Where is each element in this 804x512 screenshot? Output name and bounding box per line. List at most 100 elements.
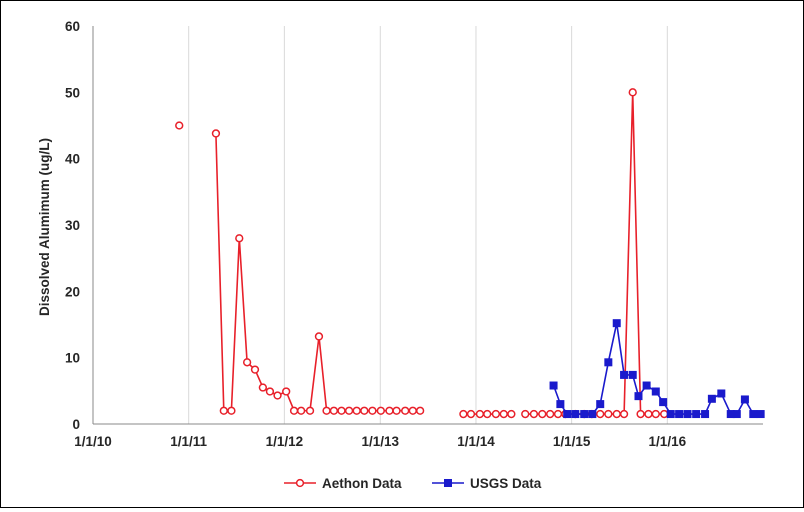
- legend-item-aethon-data: Aethon Data: [284, 476, 402, 491]
- y-tick-label-5: 50: [65, 85, 80, 100]
- y-tick-label-4: 40: [65, 152, 80, 167]
- data-point-aethon-data-31: [483, 409, 492, 419]
- data-point-aethon-data-10: [282, 387, 291, 396]
- x-tick-label-5: 1/1/15: [553, 434, 591, 449]
- data-point-aethon-data-18: [344, 406, 354, 415]
- data-point-aethon-data-8: [265, 387, 275, 396]
- data-point-aethon-data-17: [337, 406, 346, 415]
- x-tick-label-6: 1/1/16: [649, 434, 687, 449]
- data-point-usgs-data-21: [717, 389, 726, 398]
- data-point-usgs-data-26: [756, 410, 765, 419]
- data-point-usgs-data-15: [666, 410, 675, 419]
- data-point-aethon-data-37: [538, 409, 547, 419]
- series-line-usgs-data-0: [552, 322, 761, 415]
- data-point-usgs-data-17: [683, 410, 692, 419]
- data-point-aethon-data-47: [619, 409, 629, 419]
- data-point-aethon-data-19: [352, 406, 361, 415]
- data-point-usgs-data-24: [740, 395, 749, 404]
- x-tick-label-1: 1/1/11: [170, 434, 207, 449]
- series-layer: [175, 88, 765, 419]
- legend-swatch-marker-usgs-data: [443, 478, 452, 487]
- data-point-aethon-data-25: [401, 406, 410, 415]
- data-point-aethon-data-34: [507, 409, 516, 419]
- data-point-aethon-data-20: [360, 406, 369, 415]
- data-point-aethon-data-4: [235, 234, 244, 243]
- series-line-aethon-data-1: [215, 133, 421, 412]
- data-point-usgs-data-13: [651, 387, 660, 396]
- y-tick-label-2: 20: [65, 284, 80, 299]
- data-point-usgs-data-0: [549, 381, 558, 390]
- data-point-aethon-data-39: [553, 409, 563, 419]
- legend-item-usgs-data: USGS Data: [432, 476, 542, 491]
- y-tick-label-0: 0: [72, 417, 80, 432]
- legend-label-aethon-data: Aethon Data: [322, 476, 402, 491]
- data-point-aethon-data-13: [305, 406, 315, 415]
- data-point-aethon-data-22: [376, 406, 385, 415]
- legend-label-usgs-data: USGS Data: [470, 476, 542, 491]
- data-point-aethon-data-21: [368, 406, 377, 415]
- x-tick-labels: 1/1/10 1/1/11 1/1/12 1/1/13 1/1/14 1/1/15 1/1/…: [74, 434, 686, 449]
- series-line-aethon-data-3: [525, 91, 665, 415]
- data-point-usgs-data-2: [563, 410, 572, 419]
- data-point-aethon-data-35: [521, 409, 530, 419]
- data-point-aethon-data-15: [322, 406, 331, 415]
- data-point-aethon-data-5: [242, 358, 252, 367]
- data-point-usgs-data-18: [692, 410, 701, 419]
- y-tick-label-1: 10: [65, 351, 80, 366]
- data-point-usgs-data-23: [732, 410, 741, 419]
- data-point-aethon-data-3: [227, 406, 236, 415]
- y-tick-label-6: 60: [65, 19, 80, 34]
- axes: [92, 26, 763, 425]
- data-point-usgs-data-6: [596, 400, 605, 409]
- data-point-aethon-data-48: [628, 88, 637, 97]
- data-point-aethon-data-51: [651, 409, 660, 419]
- data-point-aethon-data-16: [329, 406, 339, 415]
- data-point-aethon-data-32: [491, 409, 501, 419]
- data-point-aethon-data-52: [660, 409, 669, 419]
- data-point-aethon-data-26: [408, 406, 417, 415]
- data-point-aethon-data-46: [612, 409, 621, 419]
- data-point-aethon-data-36: [529, 409, 539, 419]
- gridlines: [188, 26, 668, 424]
- data-point-aethon-data-1: [211, 129, 221, 138]
- data-point-aethon-data-38: [546, 409, 555, 419]
- data-point-aethon-data-28: [459, 409, 468, 419]
- data-point-aethon-data-24: [392, 406, 401, 415]
- data-point-usgs-data-5: [588, 410, 597, 419]
- data-point-aethon-data-30: [475, 409, 485, 419]
- legend-swatch-marker-aethon-data: [295, 478, 305, 488]
- data-point-aethon-data-50: [644, 409, 653, 419]
- data-point-aethon-data-14: [314, 332, 324, 341]
- data-point-usgs-data-20: [707, 394, 716, 403]
- data-point-aethon-data-23: [385, 406, 394, 415]
- series-usgs-data: [549, 319, 765, 419]
- x-tick-label-4: 1/1/14: [457, 434, 495, 449]
- data-point-usgs-data-3: [571, 410, 580, 419]
- data-point-usgs-data-8: [612, 319, 621, 328]
- x-tick-label-3: 1/1/13: [362, 434, 400, 449]
- data-point-aethon-data-44: [596, 409, 605, 419]
- data-point-usgs-data-14: [659, 398, 668, 407]
- legend: Aethon Data USGS Data: [284, 476, 542, 491]
- data-point-usgs-data-16: [675, 410, 684, 419]
- y-tick-labels: 0 10 20 30 40 50 60: [65, 19, 80, 432]
- data-point-usgs-data-12: [642, 381, 651, 390]
- data-point-aethon-data-11: [289, 406, 299, 415]
- data-point-usgs-data-7: [604, 358, 613, 367]
- data-point-aethon-data-0: [175, 121, 184, 130]
- x-tick-label-2: 1/1/12: [266, 434, 304, 449]
- data-point-aethon-data-7: [258, 383, 268, 392]
- x-tick-label-0: 1/1/10: [74, 434, 112, 449]
- data-point-usgs-data-25: [749, 410, 758, 419]
- data-point-usgs-data-19: [701, 410, 710, 419]
- data-point-aethon-data-49: [636, 409, 645, 419]
- y-tick-label-3: 30: [65, 218, 80, 233]
- data-point-aethon-data-12: [296, 406, 306, 415]
- data-point-aethon-data-9: [273, 391, 282, 400]
- data-point-usgs-data-9: [620, 370, 629, 379]
- y-axis-label: Dissolved Alumimum (ug/L): [37, 138, 52, 316]
- series-aethon-data: [175, 88, 669, 419]
- data-point-usgs-data-1: [556, 400, 565, 409]
